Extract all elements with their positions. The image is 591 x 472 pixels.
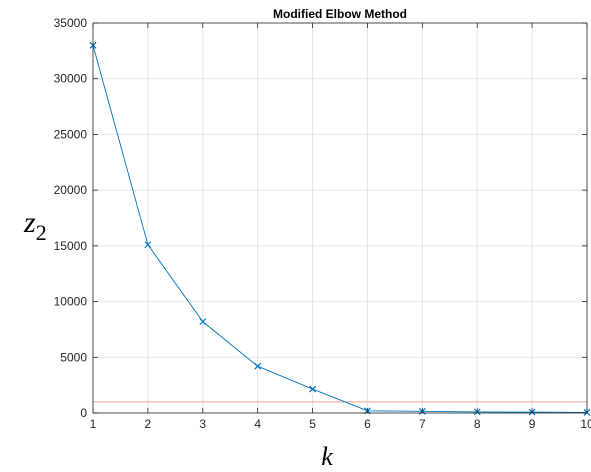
- x-tick-label: 2: [145, 417, 152, 431]
- y-tick-labels: 0 5000 10000 15000 20000 25000 30000 35000: [54, 16, 88, 420]
- y-tick-label: 25000: [54, 127, 88, 141]
- tick-marks: [92, 22, 588, 414]
- y-tick-label: 20000: [54, 183, 88, 197]
- series-line-0: [92, 45, 588, 413]
- y-axis-label-base: z: [23, 206, 36, 239]
- x-tick-label: 4: [254, 417, 261, 431]
- series-layer: [92, 45, 588, 413]
- data-point-marker: [144, 241, 152, 249]
- x-tick-label: 9: [529, 417, 536, 431]
- y-tick-label: 10000: [54, 295, 88, 309]
- x-tick-label: 5: [309, 417, 316, 431]
- plot-area: [93, 23, 587, 413]
- x-tick-label: 3: [199, 417, 206, 431]
- y-axis-label-subscript: 2: [36, 220, 47, 245]
- x-tick-label: 10: [580, 417, 591, 431]
- data-point-marker: [254, 362, 262, 370]
- data-point-marker: [199, 318, 207, 326]
- x-tick-label: 8: [474, 417, 481, 431]
- y-tick-label: 35000: [54, 16, 88, 30]
- plot-frame: [92, 22, 588, 414]
- data-point-marker: [309, 385, 316, 393]
- y-axis-label: z2: [23, 206, 47, 245]
- x-tick-label: 6: [364, 417, 371, 431]
- x-axis-label: k: [321, 442, 333, 471]
- x-tick-label: 7: [419, 417, 426, 431]
- y-tick-label: 30000: [54, 72, 88, 86]
- x-tick-labels: 1 2 3 4 5 6 7 8 9 10: [90, 417, 591, 431]
- y-tick-label: 5000: [60, 350, 87, 364]
- y-tick-label: 15000: [54, 239, 88, 253]
- y-tick-label: 0: [80, 406, 87, 420]
- chart-title: Modified Elbow Method: [273, 7, 407, 21]
- x-tick-label: 1: [90, 417, 97, 431]
